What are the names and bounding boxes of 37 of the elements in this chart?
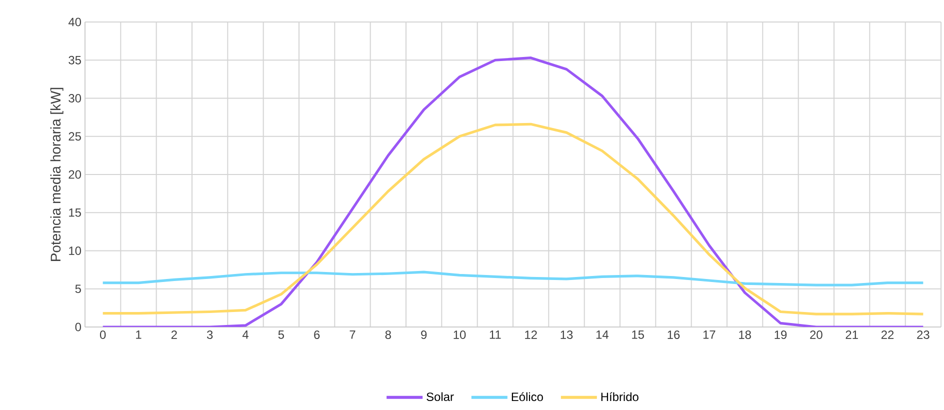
legend-label: Solar: [426, 392, 454, 402]
x-tick-label: 11: [490, 330, 501, 339]
y-tick-label: 25: [68, 132, 81, 141]
x-tick-label: 1: [136, 330, 142, 339]
x-tick-label: 23: [917, 330, 930, 339]
y-tick-label: 20: [68, 170, 82, 179]
x-tick-label: 10: [454, 330, 466, 339]
x-tick-label: 5: [278, 330, 284, 339]
y-tick-label: 0: [75, 322, 82, 332]
x-tick-label: 3: [206, 330, 213, 339]
x-tick-label: 0: [100, 330, 106, 339]
y-tick-label: 35: [68, 56, 81, 64]
x-tick-label: 6: [314, 330, 320, 339]
x-tick-label: 9: [421, 330, 427, 339]
legend-label: Híbrido: [601, 392, 638, 402]
x-tick-label: 14: [596, 330, 608, 339]
y-tick-label: 30: [68, 94, 82, 102]
x-tick-label: 13: [560, 330, 573, 339]
x-tick-label: 7: [350, 330, 356, 339]
x-tick-label: 20: [810, 330, 822, 339]
x-tick-label: 18: [739, 330, 751, 339]
x-tick-label: 17: [703, 330, 716, 339]
y-tick-label: 10: [69, 246, 82, 255]
y-axis-title: Potencia media horaria [kW]: [50, 88, 64, 261]
y-tick-label: 40: [68, 18, 82, 26]
x-tick-label: 19: [774, 330, 787, 339]
x-tick-label: 2: [171, 330, 177, 339]
x-tick-label: 16: [668, 330, 680, 339]
x-tick-label: 12: [525, 330, 537, 339]
x-tick-label: 22: [881, 330, 894, 339]
x-tick-label: 4: [242, 330, 248, 339]
x-tick-label: 15: [632, 330, 644, 339]
y-tick-label: 15: [69, 208, 81, 217]
y-tick-label: 5: [75, 284, 81, 294]
x-tick-label: 8: [385, 330, 391, 339]
x-tick-label: 21: [846, 330, 858, 339]
legend-label: Eólico: [512, 392, 543, 402]
